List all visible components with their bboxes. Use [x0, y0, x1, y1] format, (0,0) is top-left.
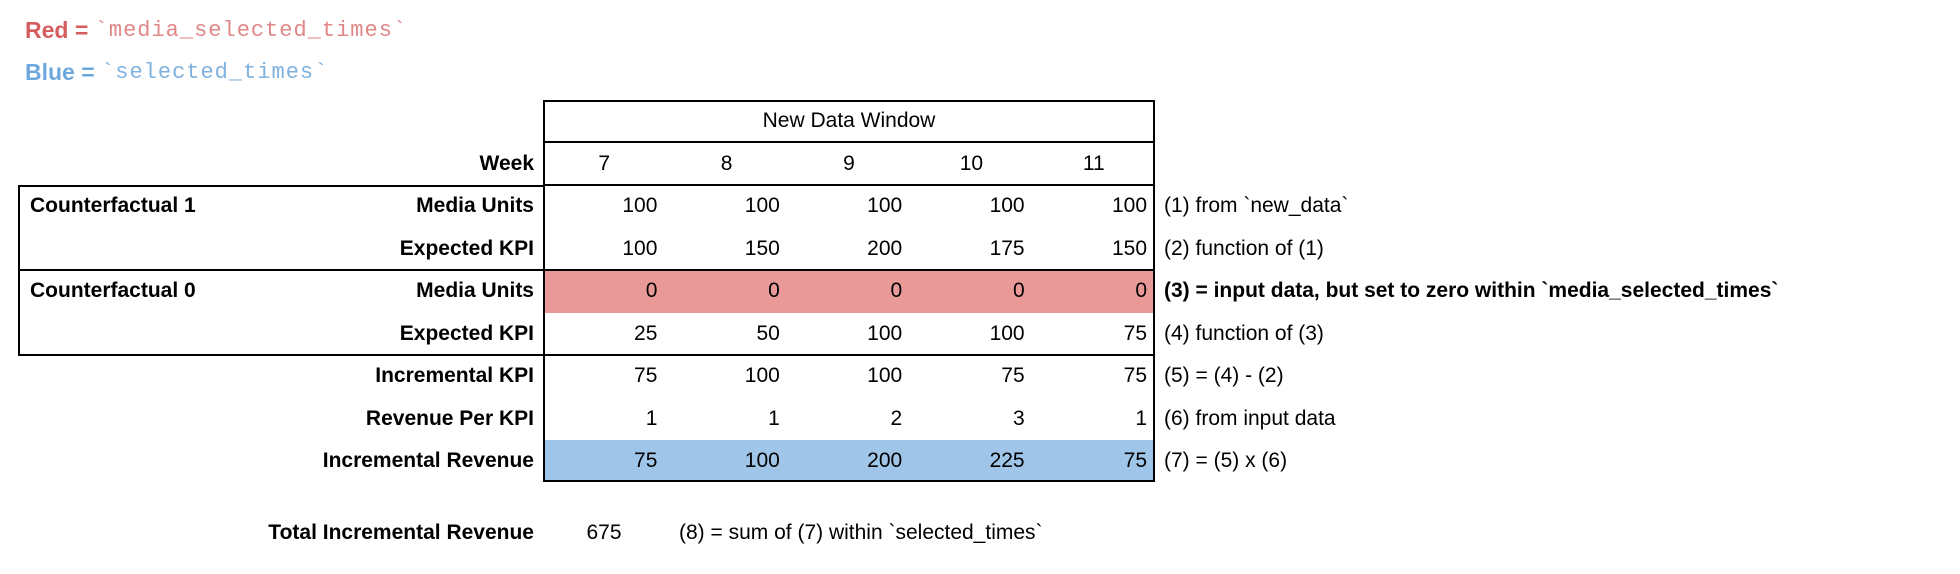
table-row: Counterfactual 1 Media Units 100 100 100…	[0, 185, 1960, 228]
value-cell: 0	[1012, 279, 1025, 303]
value-cell: 100	[867, 194, 903, 218]
row-annotation: (4) function of (3)	[1164, 321, 1324, 345]
value-cell: 3	[1012, 406, 1025, 430]
value-cell: 175	[989, 236, 1025, 260]
row-label: Media Units	[416, 279, 534, 303]
total-row: Total Incremental Revenue 675 (8) = sum …	[0, 514, 1960, 552]
value-cell: 225	[989, 449, 1025, 472]
row-annotation: (6) from input data	[1164, 406, 1336, 430]
total-label: Total Incremental Revenue	[268, 521, 534, 544]
value-cell: 100	[867, 321, 903, 345]
value-cell: 100	[867, 364, 903, 388]
table-header: New Data Window	[543, 100, 1155, 142]
row-label: Expected KPI	[399, 321, 534, 345]
total-annotation: (8) = sum of (7) within `selected_times`	[679, 521, 1043, 544]
legend-red-code: `media_selected_times`	[94, 17, 408, 43]
value-cell: 50	[756, 321, 780, 345]
value-cell: 0	[645, 279, 658, 303]
row-annotation: (1) from `new_data`	[1164, 194, 1349, 218]
value-cell: 2	[890, 406, 903, 430]
row-label: Incremental Revenue	[322, 449, 534, 472]
value-cell: 1	[768, 406, 780, 430]
value-cell: 1	[645, 406, 658, 430]
table-row: Incremental KPI 75 100 100 75 75 (5) = (…	[0, 355, 1960, 398]
value-cell: 100	[744, 449, 780, 472]
week-row-label: Week	[479, 151, 534, 175]
table-header-title: New Data Window	[762, 109, 936, 132]
row-label: Expected KPI	[399, 236, 534, 260]
selected-times-highlight	[543, 440, 1155, 482]
table-row: Revenue Per KPI 1 1 2 3 1 (6) from input…	[0, 398, 1960, 441]
value-cell: 200	[867, 236, 903, 260]
value-cell: 100	[989, 194, 1025, 218]
group-label: Counterfactual 0	[30, 279, 196, 303]
row-annotation: (7) = (5) x (6)	[1164, 449, 1288, 472]
legend-red-label: Red =	[25, 16, 95, 43]
week-cell: 9	[843, 151, 855, 175]
value-cell: 150	[1111, 236, 1148, 260]
week-row: Week 7 8 9 10 11	[0, 143, 1960, 186]
value-cell: 25	[634, 321, 658, 345]
table-row: Expected KPI 25 50 100 100 75 (4) functi…	[0, 313, 1960, 356]
value-cell: 1	[1135, 406, 1148, 430]
row-label: Media Units	[416, 194, 534, 218]
week-cell: 7	[598, 151, 611, 175]
week-cell: 11	[1082, 151, 1105, 175]
value-cell: 100	[989, 321, 1025, 345]
value-cell: 100	[744, 194, 780, 218]
value-cell: 150	[744, 236, 780, 260]
group-label: Counterfactual 1	[30, 194, 196, 218]
value-cell: 75	[634, 364, 658, 388]
value-cell: 100	[622, 236, 658, 260]
row-annotation: (2) function of (1)	[1164, 236, 1324, 260]
row-label: Incremental KPI	[375, 364, 534, 388]
value-cell: 100	[744, 364, 780, 388]
value-cell: 75	[1123, 364, 1148, 388]
legend-blue: Blue = `selected_times`	[25, 56, 328, 88]
value-cell: 0	[768, 279, 780, 303]
row-annotation: (3) = input data, but set to zero within…	[1164, 279, 1779, 303]
legend-red: Red = `media_selected_times`	[25, 14, 407, 46]
media-selected-times-highlight	[543, 270, 1155, 313]
legend-blue-label: Blue =	[25, 58, 102, 85]
week-cell: 10	[959, 151, 984, 175]
value-cell: 100	[1111, 194, 1148, 218]
table-row: Expected KPI 100 150 200 175 150 (2) fun…	[0, 228, 1960, 271]
row-annotation: (5) = (4) - (2)	[1164, 364, 1284, 388]
value-cell: 200	[867, 449, 903, 472]
value-cell: 75	[1001, 364, 1025, 388]
table-row: Counterfactual 0 Media Units 0 0 0 0 0 (…	[0, 270, 1960, 313]
table-row: Incremental Revenue 75 100 200 225 75 (7…	[0, 440, 1960, 482]
value-cell: 75	[1123, 321, 1148, 345]
value-cell: 75	[634, 449, 658, 472]
value-cell: 75	[1123, 449, 1148, 472]
value-cell: 100	[622, 194, 658, 218]
row-label: Revenue Per KPI	[365, 406, 534, 430]
value-cell: 0	[890, 279, 903, 303]
total-value: 675	[586, 521, 622, 544]
value-cell: 0	[1135, 279, 1148, 303]
week-cell: 8	[720, 151, 733, 175]
legend-blue-code: `selected_times`	[101, 59, 329, 85]
